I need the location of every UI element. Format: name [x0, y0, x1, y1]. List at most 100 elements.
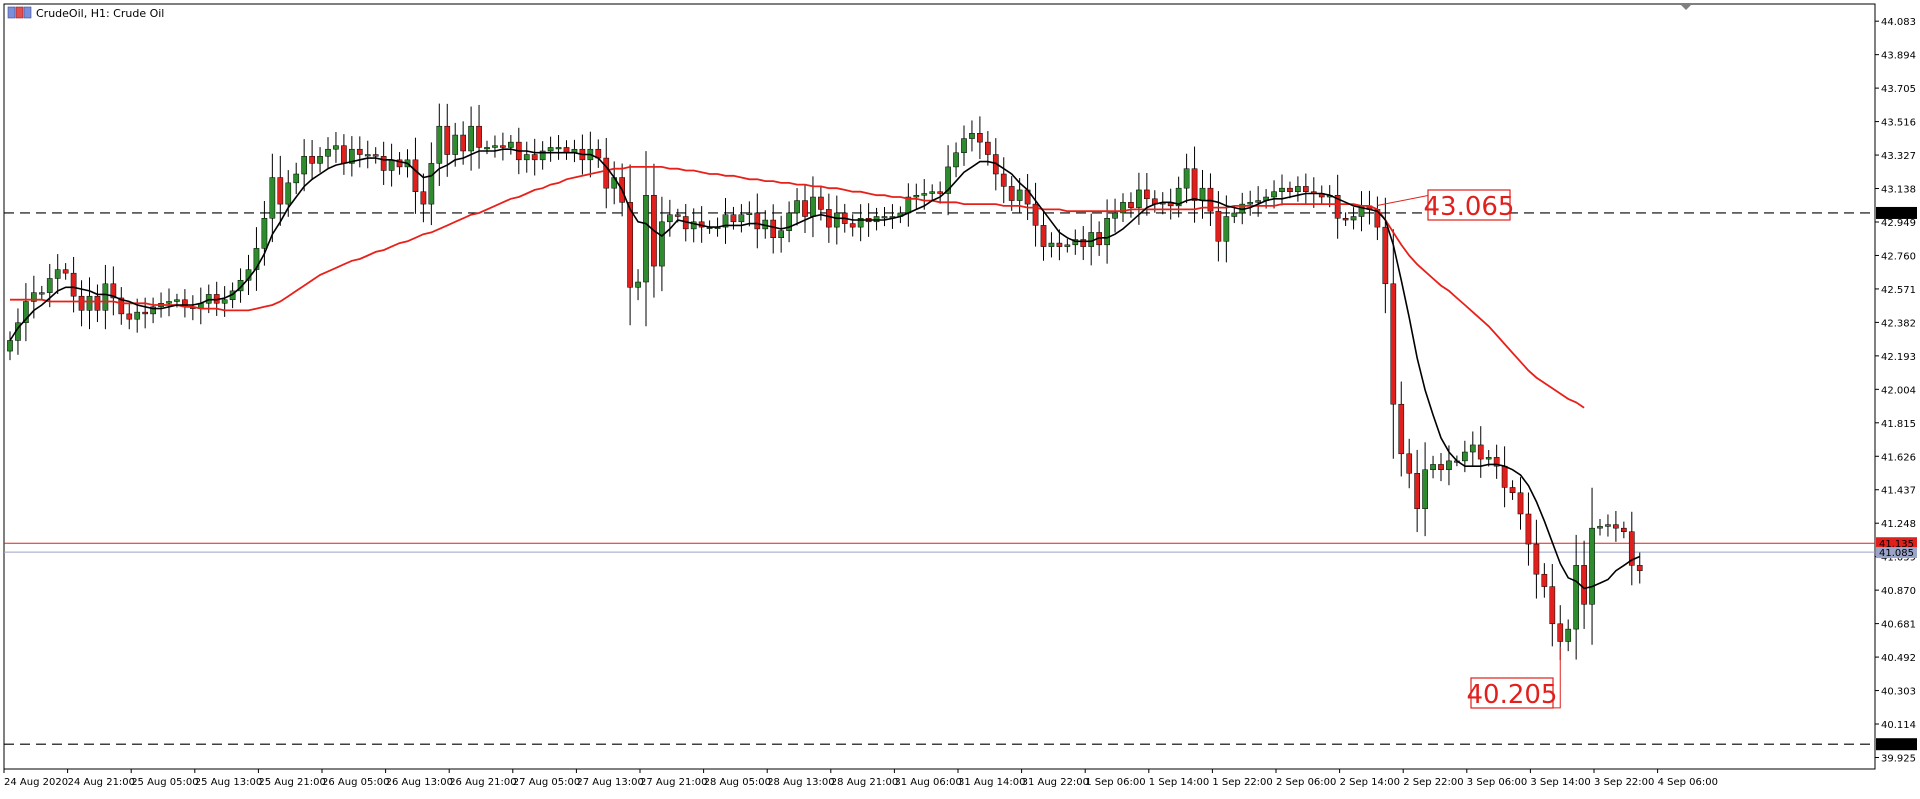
y-tick-label: 43.705 [1881, 84, 1916, 95]
x-tick-label: 25 Aug 21:00 [258, 777, 325, 788]
level-price-box [1876, 206, 1917, 219]
candle-body-bear [118, 297, 125, 315]
candle [985, 131, 991, 166]
candle [1271, 180, 1277, 209]
candle-body-bull [349, 148, 355, 164]
candle [849, 214, 856, 237]
candle [1422, 442, 1428, 537]
candle-body-bull [913, 195, 920, 198]
candle [1136, 172, 1142, 225]
candle [1621, 521, 1627, 539]
y-tick-label: 42.571 [1881, 285, 1916, 296]
candle [1128, 192, 1134, 218]
candle-body-bull [1120, 202, 1126, 214]
candle-body-bear [1533, 543, 1540, 575]
candle [1295, 176, 1301, 202]
candle [961, 125, 967, 166]
x-tick-label: 1 Sep 06:00 [1085, 777, 1145, 788]
candle-body-bull [635, 281, 641, 288]
candle-body-bear [1549, 586, 1556, 625]
candle-body-bull [86, 295, 93, 311]
y-tick-label: 41.248 [1881, 519, 1916, 530]
candle-body-bull [166, 301, 172, 304]
candle [1525, 492, 1532, 566]
y-tick-label: 40.303 [1881, 687, 1916, 698]
candle [1382, 197, 1389, 314]
candle-body-bull [786, 212, 792, 231]
candle [738, 204, 745, 233]
candle-body-bull [1199, 187, 1206, 201]
moving-average-fast [9, 148, 1641, 590]
high-callout-connector [1377, 194, 1429, 206]
candle [627, 164, 633, 326]
candle [94, 284, 101, 323]
candle [770, 204, 777, 254]
candle-body-bear [1525, 513, 1532, 545]
candle [555, 135, 562, 160]
candle [301, 139, 307, 192]
candle [1430, 455, 1436, 479]
candle-body-bull [881, 216, 888, 219]
candle-body-bull [1112, 212, 1118, 219]
candle-body-bear [1557, 623, 1564, 642]
candle [1581, 540, 1587, 629]
chart-header: CrudeOil, H1: Crude Oil [7, 6, 164, 20]
candle [1541, 563, 1548, 598]
candle-body-bull [1016, 189, 1023, 201]
candle-body-bear [1056, 242, 1063, 247]
candle [484, 140, 490, 155]
x-tick-label: 31 Aug 22:00 [1022, 777, 1089, 788]
candle-body-bear [412, 159, 419, 192]
candle-body-bull [364, 154, 371, 157]
candle-body-bull [1183, 168, 1190, 189]
candle [269, 153, 276, 243]
candle-body-bear [1207, 187, 1214, 212]
candle [659, 196, 665, 292]
candle-body-bear [1541, 573, 1548, 587]
candle [1509, 480, 1516, 500]
candle [1080, 226, 1087, 261]
chart-title: CrudeOil, H1: Crude Oil [36, 7, 164, 20]
candle [1469, 431, 1476, 466]
candle-body-bear [1621, 527, 1627, 532]
candle [1342, 212, 1349, 226]
candle-body-bull [1104, 218, 1110, 246]
y-tick-label: 40.870 [1881, 586, 1916, 597]
candle [1303, 173, 1309, 205]
candle [667, 199, 673, 237]
candle [929, 184, 936, 201]
candle [746, 201, 753, 227]
candle [873, 207, 880, 231]
candle [794, 188, 800, 226]
candle [428, 142, 435, 226]
y-tick-label: 40.681 [1881, 620, 1916, 631]
candle-body-bear [977, 133, 983, 143]
candle [372, 147, 379, 164]
high-callout-box [1427, 189, 1511, 221]
candle-body-bear [802, 200, 808, 217]
candle-body-bull [1231, 212, 1238, 217]
candle-body-bull [1430, 464, 1436, 470]
candle-body-bear [1477, 444, 1484, 460]
x-tick-label: 25 Aug 05:00 [131, 777, 198, 788]
candle-body-bear [1517, 492, 1524, 515]
candle-body-bear [1128, 202, 1134, 208]
candle-body-bear [531, 154, 538, 161]
candle-body-bull [722, 214, 729, 228]
candle-body-bear [372, 154, 379, 157]
candle-body-bull [261, 218, 268, 249]
x-tick-label: 24 Aug 21:00 [68, 777, 135, 788]
candle [70, 256, 77, 313]
candle [1350, 207, 1357, 230]
candle-body-bull [1295, 186, 1301, 192]
candle-body-bear [309, 156, 315, 164]
candle-body-bull [794, 200, 800, 214]
candle-body-bear [380, 156, 387, 171]
candle [977, 116, 983, 160]
candle-body-bull [428, 163, 435, 205]
candle-body-bull [269, 177, 276, 219]
x-tick-label: 3 Sep 22:00 [1594, 777, 1654, 788]
candle [221, 286, 228, 317]
